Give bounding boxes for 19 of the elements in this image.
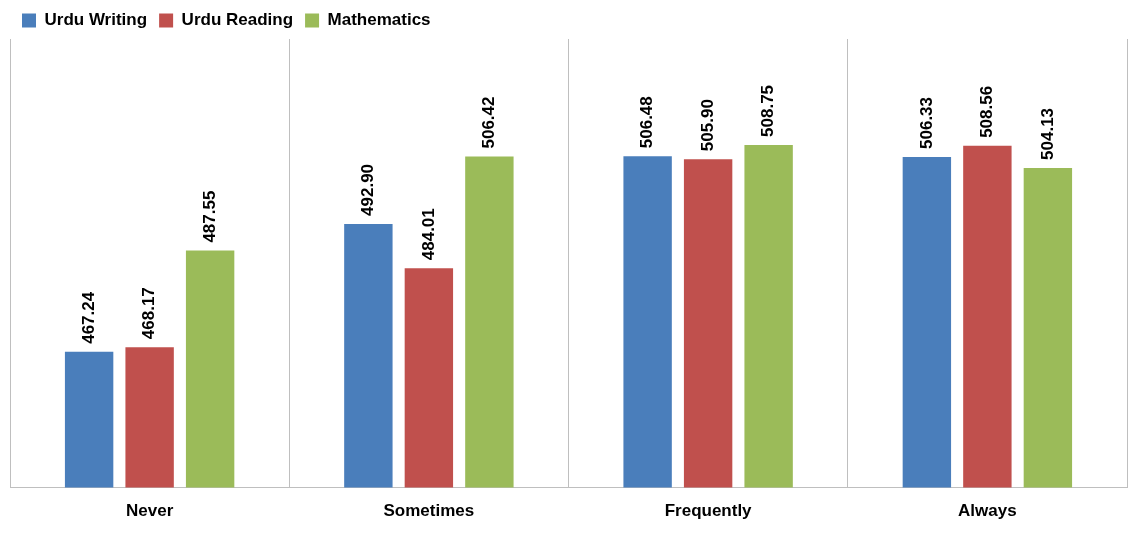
legend-label: Mathematics bbox=[327, 10, 431, 30]
data-label: 467.24 bbox=[78, 291, 98, 344]
legend-label: Urdu Reading bbox=[181, 10, 294, 30]
x-tick-label: Never bbox=[125, 501, 174, 521]
data-label: 508.56 bbox=[977, 85, 997, 138]
data-label: 504.13 bbox=[1037, 107, 1057, 160]
data-label: 468.17 bbox=[139, 287, 159, 340]
data-label: 506.48 bbox=[637, 96, 657, 149]
x-tick-label: Sometimes bbox=[383, 501, 475, 521]
data-label: 506.42 bbox=[479, 96, 499, 149]
x-tick-label: Frequently bbox=[664, 501, 753, 521]
data-label: 506.33 bbox=[916, 96, 936, 149]
data-label: 505.90 bbox=[697, 99, 717, 152]
data-label: 508.75 bbox=[758, 84, 778, 137]
legend-label: Urdu Writing bbox=[44, 10, 148, 30]
x-tick-label: Always bbox=[958, 501, 1017, 521]
data-label: 492.90 bbox=[358, 163, 378, 216]
data-label: 484.01 bbox=[418, 208, 438, 261]
data-label: 487.55 bbox=[199, 190, 219, 243]
